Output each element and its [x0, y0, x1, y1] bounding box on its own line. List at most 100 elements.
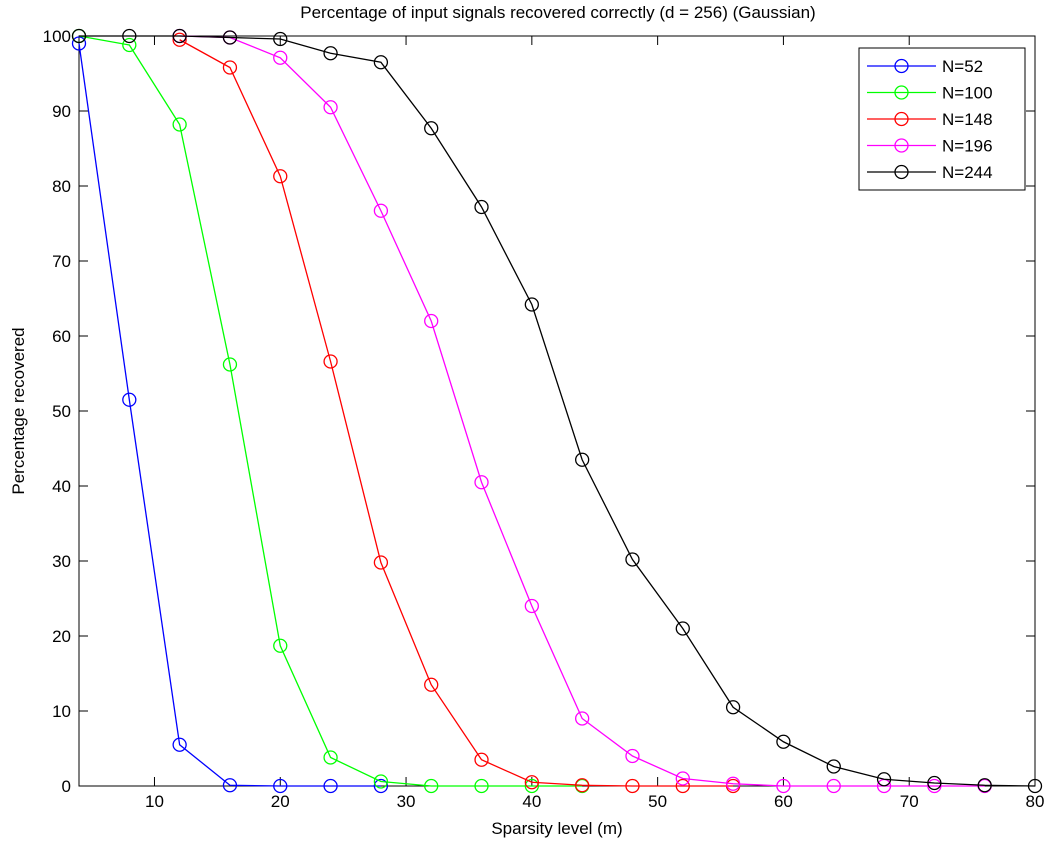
data-point-n-100	[524, 778, 539, 794]
y-tick-label: 90	[52, 102, 71, 121]
legend: N=52 N=100 N=148 N=196 N=244	[858, 47, 1026, 191]
data-point-n-196	[323, 100, 338, 115]
data-point-n-100	[474, 778, 489, 794]
data-point-n-244	[625, 552, 640, 567]
data-point-n-196	[826, 778, 841, 794]
data-point-n-100	[122, 37, 137, 53]
y-tick-label: 70	[52, 252, 71, 271]
data-point-n-244	[575, 452, 590, 467]
legend-marker	[894, 85, 909, 100]
data-point-n-196	[575, 711, 590, 726]
y-tick-label: 100	[43, 27, 71, 46]
y-axis-label: Percentage recovered	[9, 327, 28, 494]
data-point-n-100	[424, 778, 439, 794]
data-point-n-244	[373, 55, 389, 70]
data-point-n-52	[122, 392, 137, 407]
legend-label: N=100	[942, 84, 993, 103]
y-tick-label: 50	[52, 402, 71, 421]
data-point-n-244	[474, 199, 489, 215]
x-tick-label: 70	[900, 792, 919, 811]
x-tick-label: 50	[648, 792, 667, 811]
data-point-n-148	[625, 778, 640, 794]
x-tick-label: 30	[397, 792, 416, 811]
data-point-n-148	[373, 555, 389, 570]
data-point-n-52	[373, 778, 389, 794]
y-tick-label: 30	[52, 552, 71, 571]
data-point-n-244	[675, 621, 690, 636]
data-point-n-196	[373, 203, 389, 218]
data-point-n-100	[273, 638, 288, 653]
y-tick-label: 60	[52, 327, 71, 346]
data-point-n-100	[172, 117, 187, 132]
legend-label: N=244	[942, 163, 993, 182]
data-point-n-196	[675, 771, 690, 786]
legend-marker	[894, 111, 909, 127]
y-tick-label: 20	[52, 627, 71, 646]
legend-label: N=52	[942, 57, 983, 76]
data-point-n-244	[977, 778, 992, 793]
legend-marker	[894, 138, 909, 153]
data-point-n-196	[524, 598, 539, 614]
data-point-n-196	[273, 50, 288, 65]
series-line-n-244	[79, 35, 1036, 787]
data-point-n-52	[323, 778, 338, 794]
data-point-n-244	[323, 46, 338, 61]
data-point-n-196	[474, 475, 489, 490]
x-tick-label: 60	[774, 792, 793, 811]
data-point-n-148	[273, 169, 288, 184]
data-point-n-100	[222, 357, 238, 372]
legend-marker	[894, 58, 909, 74]
legend-items: N=52 N=100 N=148 N=196 N=244	[867, 57, 993, 182]
data-point-n-52	[222, 778, 238, 793]
legend-box	[858, 47, 1026, 191]
data-point-n-100	[373, 774, 389, 789]
legend-marker	[894, 164, 909, 180]
data-point-n-244	[122, 28, 137, 44]
chart-title: Percentage of input signals recovered co…	[300, 3, 815, 22]
series-line-n-100	[78, 35, 583, 787]
series-line-n-196	[179, 35, 985, 787]
series-layer	[71, 28, 1043, 794]
axis-ticks: 10 20 30 40 50 60 70 80 0 10 20 30 40 50 60 70 80 90 100	[43, 27, 1045, 811]
data-point-n-196	[927, 778, 942, 794]
data-point-n-244	[273, 31, 288, 47]
y-tick-label: 80	[52, 177, 71, 196]
data-point-n-244	[927, 775, 942, 791]
data-point-n-244	[424, 121, 439, 136]
data-point-n-244	[725, 700, 741, 715]
data-point-n-196	[725, 776, 741, 791]
y-tick-label: 10	[52, 702, 71, 721]
data-point-n-52	[172, 737, 187, 752]
data-point-n-196	[424, 313, 439, 329]
y-tick-label: 0	[62, 777, 71, 796]
data-point-n-148	[424, 677, 439, 692]
data-point-n-244	[524, 297, 539, 312]
x-tick-label: 20	[271, 792, 290, 811]
data-point-n-148	[575, 778, 590, 793]
data-point-n-244	[776, 734, 791, 749]
data-point-n-148	[323, 354, 338, 369]
data-point-n-52	[273, 778, 288, 794]
data-point-n-52	[71, 36, 87, 51]
legend-label: N=196	[942, 137, 993, 156]
x-axis-label: Sparsity level (m)	[491, 819, 622, 838]
x-tick-label: 40	[522, 792, 541, 811]
data-point-n-196	[776, 778, 791, 794]
data-point-n-244	[71, 28, 87, 44]
data-point-n-148	[172, 32, 187, 47]
data-point-n-196	[625, 748, 640, 764]
y-tick-label: 40	[52, 477, 71, 496]
x-tick-label: 10	[145, 792, 164, 811]
data-point-n-244	[876, 772, 892, 787]
series-line-n-148	[179, 39, 734, 787]
data-point-n-244	[826, 759, 841, 774]
data-point-n-244	[222, 30, 238, 45]
legend-label: N=148	[942, 110, 993, 129]
data-point-n-100	[323, 750, 338, 765]
x-tick-label: 80	[1026, 792, 1045, 811]
data-point-n-148	[222, 60, 238, 75]
data-point-n-148	[474, 752, 489, 767]
data-point-n-148	[524, 775, 539, 790]
